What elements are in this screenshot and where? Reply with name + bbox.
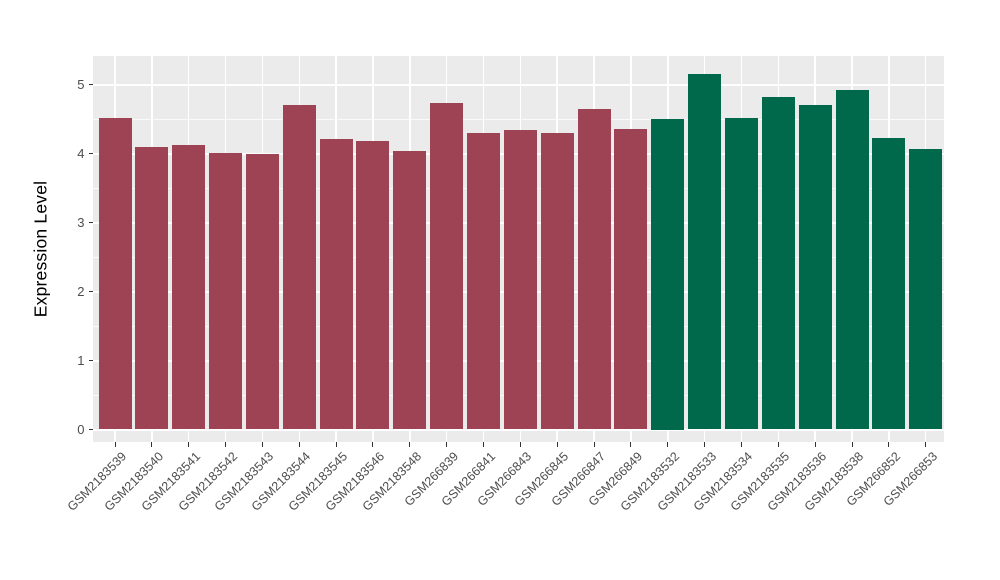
x-tick-mark bbox=[261, 442, 263, 447]
bar-GSM266841 bbox=[467, 133, 500, 430]
x-tick-mark bbox=[593, 442, 595, 447]
bar-GSM266843 bbox=[503, 130, 537, 430]
bar-GSM2183541 bbox=[172, 144, 206, 430]
y-tick-mark bbox=[88, 429, 93, 430]
x-tick-mark bbox=[335, 442, 337, 447]
plot-panel bbox=[93, 56, 944, 442]
x-tick-mark bbox=[519, 442, 521, 447]
bar-GSM266849 bbox=[614, 129, 648, 430]
y-tick-mark bbox=[88, 153, 93, 154]
gridline-major-horizontal bbox=[93, 84, 944, 86]
bar-GSM266847 bbox=[577, 108, 611, 430]
bar-GSM266853 bbox=[909, 148, 943, 430]
x-tick-mark bbox=[446, 442, 448, 447]
bar-GSM2183532 bbox=[651, 119, 685, 430]
x-tick-mark bbox=[925, 442, 927, 447]
bar-GSM266852 bbox=[872, 138, 906, 430]
y-tick-label: 5 bbox=[77, 77, 85, 92]
x-tick-mark bbox=[888, 442, 890, 447]
x-tick-mark bbox=[704, 442, 706, 447]
y-tick-label: 1 bbox=[77, 353, 85, 368]
x-tick-mark bbox=[151, 442, 153, 447]
x-tick-mark bbox=[556, 442, 558, 447]
bar-GSM2183539 bbox=[98, 117, 132, 430]
y-tick-label: 0 bbox=[77, 422, 85, 437]
x-tick-mark bbox=[483, 442, 484, 447]
x-tick-mark bbox=[740, 442, 742, 447]
bar-GSM2183543 bbox=[245, 154, 279, 430]
x-tick-mark bbox=[114, 442, 116, 447]
bar-GSM2183535 bbox=[761, 96, 795, 430]
y-tick-mark bbox=[88, 84, 93, 85]
x-tick-mark bbox=[667, 442, 669, 447]
x-tick-mark bbox=[188, 442, 190, 447]
bar-GSM2183544 bbox=[282, 105, 316, 430]
x-tick-mark bbox=[814, 442, 816, 447]
bar-GSM2183545 bbox=[319, 139, 353, 430]
x-tick-mark bbox=[298, 442, 300, 447]
bar-GSM2183542 bbox=[209, 152, 243, 430]
y-tick-label: 2 bbox=[77, 284, 85, 299]
bar-GSM2183538 bbox=[835, 90, 869, 430]
x-tick-mark bbox=[409, 442, 411, 447]
y-tick-mark bbox=[88, 360, 93, 361]
y-tick-label: 4 bbox=[77, 146, 85, 161]
gridline-minor-horizontal bbox=[93, 119, 944, 120]
bar-GSM2183546 bbox=[356, 141, 390, 430]
bar-GSM2183540 bbox=[135, 146, 169, 430]
y-tick-mark bbox=[88, 222, 93, 223]
x-tick-mark bbox=[777, 442, 779, 447]
x-tick-mark bbox=[225, 442, 227, 447]
bar-GSM2183534 bbox=[724, 118, 758, 430]
x-tick-mark bbox=[630, 442, 632, 447]
x-tick-mark bbox=[372, 442, 374, 447]
bar-GSM266839 bbox=[430, 103, 464, 430]
y-tick-mark bbox=[88, 291, 93, 292]
bar-GSM2183533 bbox=[688, 74, 722, 430]
bar-GSM2183536 bbox=[798, 104, 832, 430]
gridline-major-horizontal bbox=[93, 429, 944, 431]
bar-GSM266845 bbox=[540, 132, 574, 430]
y-tick-label: 3 bbox=[77, 215, 85, 230]
bar-GSM2183548 bbox=[393, 150, 427, 430]
x-tick-mark bbox=[851, 442, 853, 447]
